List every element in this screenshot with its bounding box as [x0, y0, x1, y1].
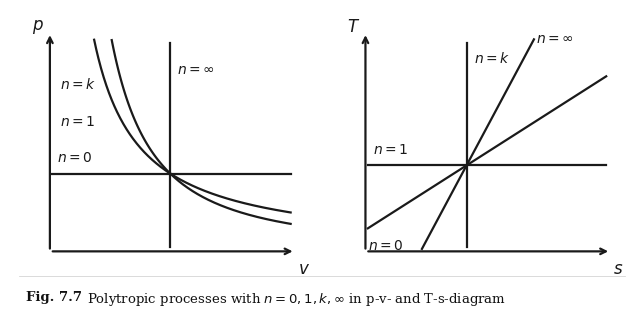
Text: $n{=}\infty$: $n{=}\infty$ — [178, 63, 215, 77]
Text: $v$: $v$ — [298, 260, 310, 278]
Text: $n{=}k$: $n{=}k$ — [59, 77, 96, 92]
Text: $n{=}0$: $n{=}0$ — [368, 239, 404, 252]
Text: Fig. 7.7: Fig. 7.7 — [26, 291, 82, 304]
Text: $n{=}k$: $n{=}k$ — [474, 51, 510, 66]
Text: $n{=}1$: $n{=}1$ — [373, 143, 408, 157]
Text: Polytropic processes with $n = 0, 1, k, \infty$ in p-v- and T-s-diagram: Polytropic processes with $n = 0, 1, k, … — [87, 291, 506, 308]
Text: $T$: $T$ — [347, 18, 360, 36]
Text: $n{=}0$: $n{=}0$ — [57, 151, 93, 165]
Text: $p$: $p$ — [32, 18, 44, 36]
Text: $n{=}\infty$: $n{=}\infty$ — [536, 32, 574, 46]
Text: $n{=}1$: $n{=}1$ — [59, 114, 95, 129]
Text: $s$: $s$ — [614, 260, 624, 278]
